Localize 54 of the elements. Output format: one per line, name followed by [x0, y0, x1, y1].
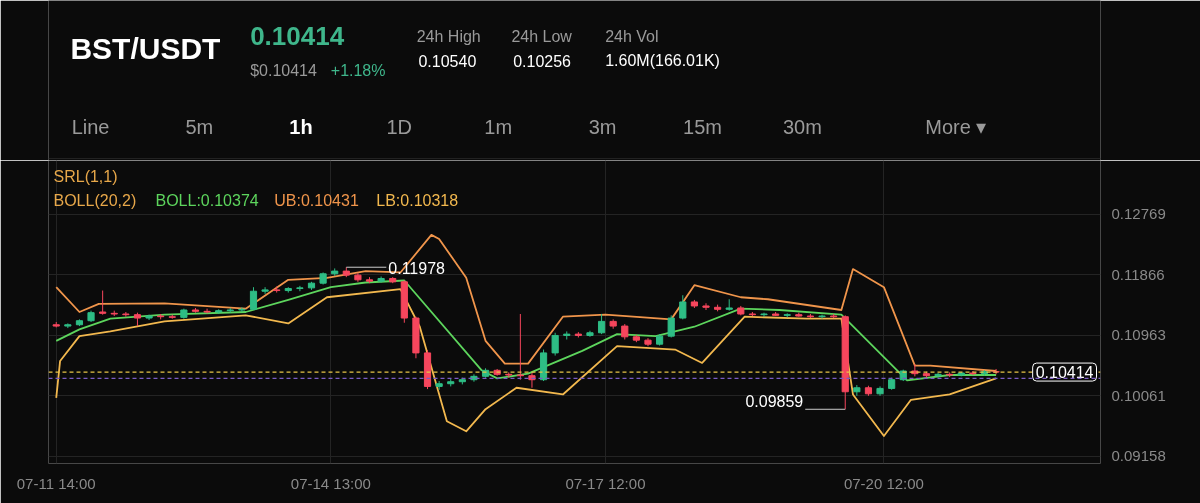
- text: 1.60M(166.01K): [605, 52, 720, 69]
- candlestick: [679, 294, 687, 320]
- candlestick: [597, 313, 606, 335]
- text: +1.18%: [330, 62, 386, 79]
- text: Line: [71, 115, 110, 138]
- text: 5m: [185, 115, 214, 138]
- candlestick: [296, 285, 304, 292]
- candlestick: [702, 302, 710, 311]
- text: 1h: [289, 115, 313, 138]
- text: UB:0.10431: [274, 192, 359, 209]
- candlestick: [99, 290, 107, 316]
- text: 24h High: [416, 28, 481, 45]
- candlestick: [435, 380, 443, 391]
- text: 1D: [386, 115, 412, 138]
- candlestick: [261, 286, 269, 295]
- candlestick: [528, 372, 536, 389]
- text: 0.10414: [250, 20, 345, 51]
- text: 24h Vol: [605, 28, 659, 45]
- text: BOLL:0.10374: [155, 192, 259, 209]
- text: LB:0.10318: [376, 192, 459, 209]
- candlestick: [122, 311, 130, 318]
- text: 0.10256: [513, 52, 572, 70]
- text: 1m: [484, 115, 513, 138]
- candlestick: [516, 313, 524, 381]
- text: 3m: [588, 115, 617, 138]
- annotation: 0.09859: [745, 393, 804, 411]
- candlestick: [238, 306, 246, 313]
- x-tick-label: 07-14 13:00: [290, 474, 371, 492]
- text: 24h Low: [511, 28, 573, 45]
- annotation: SRL(1,1): [53, 168, 118, 185]
- x-tick-label: 07-17 12:00: [565, 474, 646, 492]
- candlestick: [551, 332, 559, 357]
- text: 30m: [782, 115, 822, 138]
- candlestick: [377, 275, 385, 283]
- y-tick-label: 0.12769: [1111, 205, 1166, 223]
- annotation: 0.11978: [388, 260, 446, 278]
- chart-title: BST/USDT: [70, 32, 221, 65]
- x-tick-label: 07-11 14:00: [16, 474, 96, 492]
- candlestick: [760, 312, 768, 318]
- y-tick-label: 0.09158: [1111, 447, 1166, 465]
- candlestick: [249, 286, 258, 311]
- candlestick: [934, 372, 942, 379]
- y-tick-label: 0.10963: [1111, 326, 1166, 344]
- y-tick-label: 0.10061: [1111, 386, 1166, 404]
- candlestick: [818, 314, 826, 320]
- candlestick: [470, 373, 478, 383]
- text: 0.10540: [418, 52, 477, 70]
- text: More ▾: [925, 115, 987, 138]
- text: 15m: [683, 115, 722, 138]
- text: $0.10414: [250, 62, 317, 79]
- y-tick-label: 0.11866: [1111, 265, 1165, 283]
- ref-line-label: 0.10414: [1035, 364, 1094, 382]
- x-tick-label: 07-20 12:00: [843, 474, 924, 492]
- annotation: BOLL(20,2): [53, 192, 137, 209]
